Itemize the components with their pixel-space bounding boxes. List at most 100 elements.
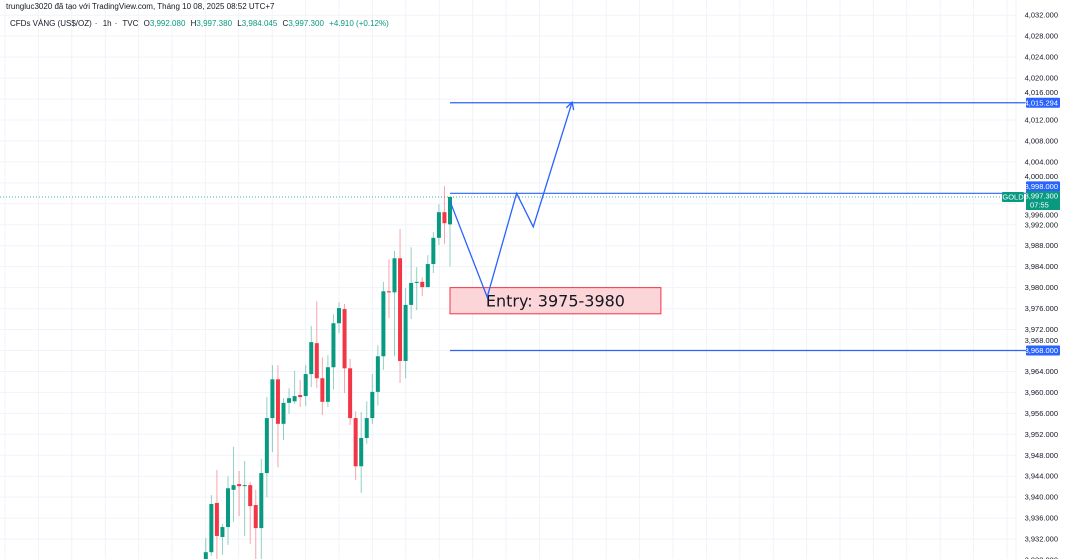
candle-body — [409, 282, 414, 305]
candlestick-series — [0, 185, 1016, 559]
candle-body — [375, 356, 380, 392]
candle-body — [203, 552, 208, 559]
candle-bullish — [303, 365, 308, 407]
price-tick-label: 4,012.000 — [1025, 115, 1058, 124]
resistance-price-badge-bg — [1026, 181, 1060, 192]
price-tick-label: 3,968.000 — [1025, 336, 1058, 345]
price-axis[interactable]: 3,928.000 3,932.000 3,936.000 3,940.000 3,94… — [1025, 11, 1058, 559]
candle-bullish — [403, 288, 408, 379]
projected-path[interactable] — [449, 101, 573, 300]
candle-bearish — [353, 411, 358, 480]
target-price-badge-bg — [1026, 97, 1060, 108]
candle-bullish — [264, 397, 269, 498]
candle-body — [275, 379, 280, 424]
price-tick-label: 3,952.000 — [1025, 430, 1058, 439]
open-label: O — [143, 19, 150, 28]
candle-body — [442, 212, 447, 224]
candle-bearish — [248, 481, 253, 544]
candle-body — [253, 505, 258, 529]
candle-body — [242, 485, 247, 487]
candle-body — [370, 391, 375, 419]
price-tick-label: 3,992.000 — [1025, 220, 1058, 229]
candle-body — [420, 281, 425, 288]
price-tick-label: 3,944.000 — [1025, 472, 1058, 481]
high-value-group: H3,997.380 — [191, 19, 232, 28]
candle-bullish — [414, 267, 419, 311]
candle-body — [270, 379, 275, 419]
candle-body — [309, 342, 314, 375]
symbol-name[interactable]: CFDs VÀNG (US$/OZ) — [10, 19, 92, 28]
candle-body — [392, 258, 397, 293]
legend-ohlc: CFDs VÀNG (US$/OZ) · 1h · TVC O3,992.080 H… — [10, 19, 392, 28]
candle-bullish — [242, 461, 247, 536]
candle-bearish — [314, 301, 319, 389]
candle-bullish — [259, 458, 264, 559]
candle-bearish — [442, 185, 447, 245]
candle-bearish — [386, 259, 391, 319]
candle-bullish — [209, 495, 214, 556]
candle-bullish — [281, 398, 286, 441]
candle-body — [381, 291, 386, 357]
price-tick-label: 3,932.000 — [1025, 535, 1058, 544]
price-tick-label: 3,948.000 — [1025, 451, 1058, 460]
price-tick-label: 3,988.000 — [1025, 241, 1058, 250]
candle-bullish — [331, 314, 336, 390]
price-tick-label: 4,008.000 — [1025, 136, 1058, 145]
price-tick-label: 4,028.000 — [1025, 32, 1058, 41]
close-value: 3,997.300 — [288, 19, 324, 28]
candle-body — [209, 503, 214, 553]
candle-body — [259, 473, 264, 529]
bar-countdown: 07:55 — [1030, 200, 1049, 209]
candle-bullish — [325, 355, 330, 408]
price-tick-label: 4,004.000 — [1025, 157, 1058, 166]
candle-body — [359, 437, 364, 467]
candle-body — [448, 196, 452, 225]
candle-bullish — [431, 232, 436, 273]
candle-bearish — [298, 379, 303, 408]
price-tick-label: 3,984.000 — [1025, 262, 1058, 271]
candle-body — [231, 485, 236, 490]
attribution-text: trungluc3020 đã tạo với TradingView.com,… — [6, 2, 275, 11]
price-tick-label: 3,964.000 — [1025, 367, 1058, 376]
change-value: +4.910 (+0.12%) — [329, 19, 389, 28]
candle-bearish — [320, 357, 325, 415]
price-tick-label: 3,980.000 — [1025, 283, 1058, 292]
candle-body — [337, 308, 341, 324]
candle-body — [214, 502, 219, 536]
candle-body — [237, 484, 242, 487]
close-value-group: C3,997.300 — [283, 19, 324, 28]
interval[interactable]: 1h — [102, 19, 112, 28]
candle-bullish — [337, 302, 341, 334]
price-tick-label: 4,000.000 — [1025, 172, 1058, 181]
candle-body — [398, 258, 403, 361]
candle-bearish — [214, 469, 219, 559]
candle-body — [303, 374, 308, 397]
price-tick-label: 3,928.000 — [1025, 556, 1058, 559]
symbol-tag: GOLD — [1002, 193, 1024, 202]
candle-bullish — [226, 476, 230, 545]
candle-body — [264, 418, 269, 474]
candle-body — [436, 212, 441, 238]
candle-body — [386, 291, 391, 293]
candle-body — [320, 378, 325, 402]
high-label: H — [190, 19, 197, 28]
candle-bullish — [381, 281, 386, 370]
low-label: L — [237, 19, 242, 28]
candle-body — [342, 309, 347, 369]
price-tick-label: 4,016.000 — [1025, 88, 1058, 97]
price-tick-label: 3,960.000 — [1025, 388, 1058, 397]
candle-bearish — [420, 277, 425, 297]
close-label: C — [282, 19, 289, 28]
candle-bullish — [359, 412, 364, 493]
last-price-badge-bg — [1026, 190, 1060, 210]
drawings-layer[interactable]: Entry: 3975-3980 — [449, 100, 1026, 352]
high-value: 3,997.380 — [196, 19, 233, 28]
candle-bearish — [275, 365, 280, 468]
chart-grid — [0, 0, 1016, 559]
candle-body — [403, 304, 408, 361]
candle-bearish — [348, 358, 353, 425]
candle-bullish — [220, 523, 225, 555]
candle-bullish — [425, 255, 430, 288]
candle-body — [220, 527, 225, 537]
